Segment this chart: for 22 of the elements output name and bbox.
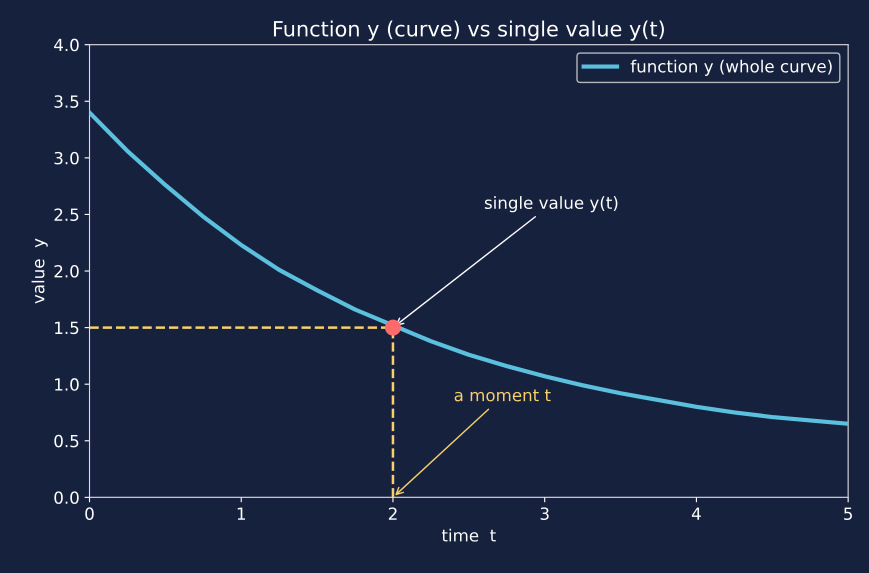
x-tick-label: 3 — [540, 507, 549, 520]
legend-label: function y (whole curve) — [630, 60, 832, 76]
annotation: a moment t — [454, 389, 551, 402]
x-tick-label: 0 — [85, 507, 94, 520]
y-tick-label: 3.0 — [54, 152, 79, 164]
x-tick-label: 2 — [388, 507, 397, 520]
y-tick-label: 2.5 — [54, 208, 78, 222]
x-axis-title: time t — [442, 528, 496, 542]
y-tick-label: 1.5 — [55, 322, 78, 334]
y-tick-label: 0.0 — [54, 491, 79, 504]
y-tick-label: 4.0 — [54, 38, 79, 52]
chart-title: Function y (curve) vs single value y(t) — [274, 20, 664, 41]
y-tick-label: 2.0 — [54, 264, 79, 278]
y-tick-label: 1.0 — [55, 378, 79, 391]
line-series — [90, 110, 848, 426]
y-axis-title: value y — [32, 238, 48, 304]
x-tick-label: 4 — [692, 508, 701, 520]
annotation: single value y(t) — [484, 196, 618, 212]
y-tick-label: 0.5 — [54, 434, 78, 448]
x-tick-label: 5 — [844, 508, 852, 520]
x-tick-label: 1 — [238, 508, 245, 520]
y-tick-label: 3.5 — [54, 95, 78, 108]
